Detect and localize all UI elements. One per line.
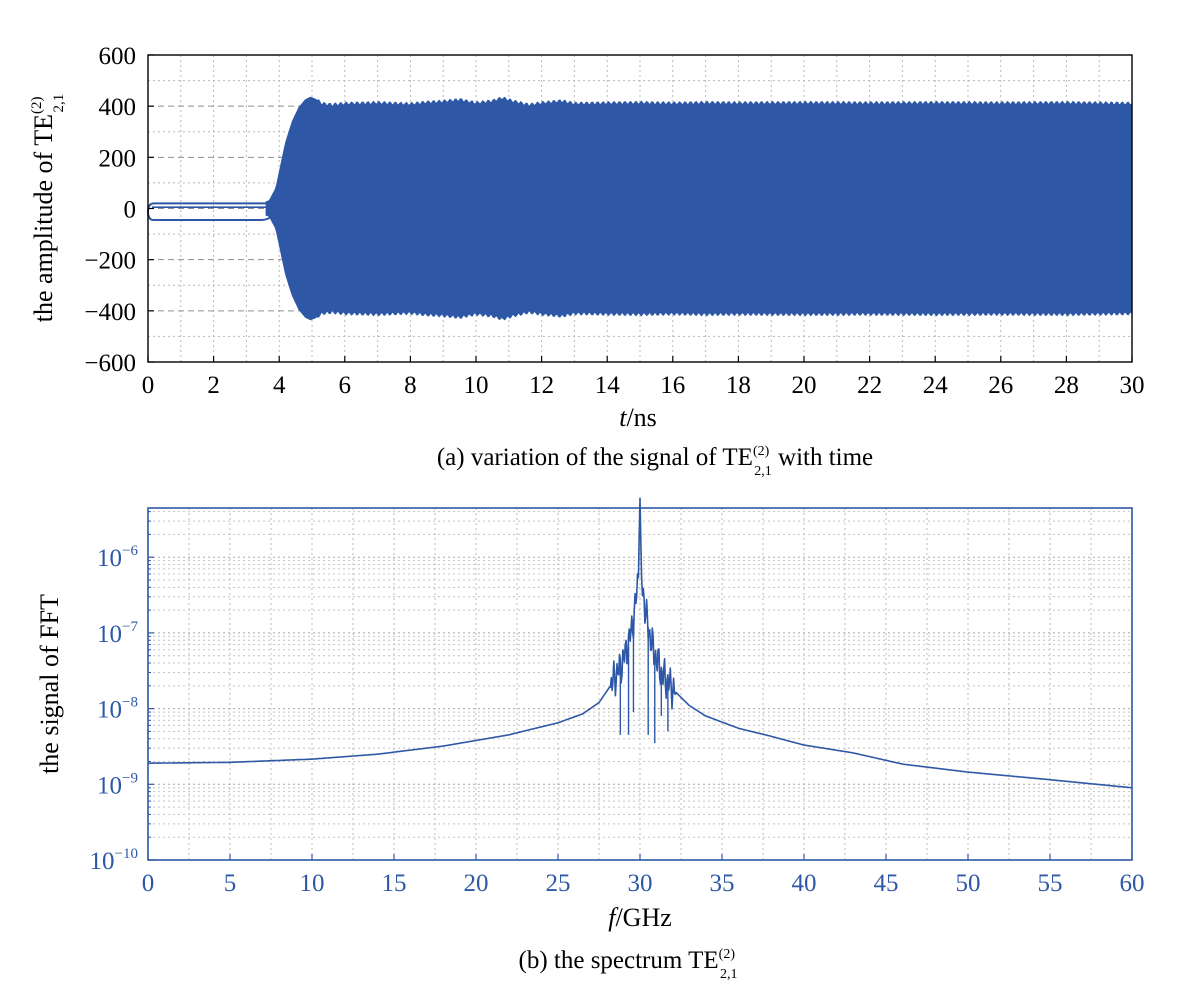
y-tick-exponent: −7 bbox=[122, 619, 138, 635]
grid-b bbox=[148, 508, 1132, 860]
y-tick-label-a: 600 bbox=[99, 43, 137, 70]
y-tick-label-b: 10−9 bbox=[97, 770, 138, 799]
caption-a: (a) variation of the signal of TE(2) 2,1 … bbox=[437, 444, 873, 479]
caption-a-post: with time bbox=[772, 444, 873, 471]
y-tick-label-b: 10−8 bbox=[97, 695, 138, 724]
x-tick-label-a: 24 bbox=[923, 372, 949, 399]
y-tick-label-a: 400 bbox=[99, 94, 137, 121]
y-tick-label-a: −200 bbox=[84, 248, 136, 275]
time-domain-panel: 0 2 4 6 8 10 12 14 16 18 20 22 24 26 28 306004002000−20… bbox=[29, 43, 1145, 479]
y-tick-base: 10 bbox=[90, 848, 115, 875]
x-tick-label-b: 40 bbox=[792, 870, 817, 897]
x-tick-label-a: 0 bbox=[142, 372, 155, 399]
x-tick-label-a: 20 bbox=[792, 372, 817, 399]
x-tick-label-a: 14 bbox=[595, 372, 621, 399]
caption-b-sub: 2,1 bbox=[720, 967, 738, 982]
x-tick-label-b: 10 bbox=[300, 870, 325, 897]
x-tick-label-b: 35 bbox=[710, 870, 735, 897]
x-tick-label-b: 60 bbox=[1120, 870, 1145, 897]
y-tick-label-b: 10−10 bbox=[90, 846, 138, 875]
y-tick-label-a: −400 bbox=[84, 299, 136, 326]
caption-a-pre: (a) variation of the signal of TE bbox=[437, 444, 753, 471]
fft-signal bbox=[148, 497, 1133, 789]
x-axis-label-b-unit: /GHz bbox=[615, 903, 671, 932]
x-tick-label-b: 5 bbox=[224, 870, 237, 897]
y-axis-label-a-sub: 2,1 bbox=[51, 94, 67, 113]
x-tick-label-b: 15 bbox=[382, 870, 407, 897]
y-tick-exponent: −10 bbox=[115, 846, 138, 862]
ticks-b: 0 5 10 15 20 25 30 35 40 45 50 55 6010−610−710−810−9… bbox=[90, 511, 1145, 897]
y-tick-label-a: 200 bbox=[99, 145, 137, 172]
x-tick-label-a: 8 bbox=[404, 372, 417, 399]
x-tick-label-a: 28 bbox=[1054, 372, 1079, 399]
amplitude-signal bbox=[146, 96, 1133, 321]
caption-a-sup: (2) bbox=[753, 444, 770, 459]
caption-a-sub: 2,1 bbox=[754, 464, 772, 479]
x-axis-label-a: t/ns bbox=[619, 403, 657, 432]
x-tick-label-b: 50 bbox=[956, 870, 981, 897]
x-tick-label-a: 12 bbox=[529, 372, 554, 399]
x-tick-label-a: 6 bbox=[339, 372, 352, 399]
amplitude-envelope bbox=[265, 96, 1133, 321]
x-tick-label-b: 20 bbox=[464, 870, 489, 897]
x-tick-label-a: 18 bbox=[726, 372, 751, 399]
y-tick-label-a: 0 bbox=[124, 197, 137, 224]
ticks-a: 0 2 4 6 8 10 12 14 16 18 20 22 24 26 28 306004002000−20… bbox=[84, 43, 1144, 399]
y-tick-label-a: −600 bbox=[84, 350, 136, 377]
x-axis-label-b: f/GHz bbox=[608, 903, 672, 932]
x-tick-label-b: 30 bbox=[628, 870, 653, 897]
y-tick-exponent: −8 bbox=[122, 695, 138, 711]
y-tick-base: 10 bbox=[97, 772, 122, 799]
y-tick-exponent: −6 bbox=[122, 543, 138, 559]
y-tick-label-b: 10−6 bbox=[97, 543, 138, 572]
y-axis-label-b: the signal of FFT bbox=[35, 594, 64, 774]
x-tick-label-a: 22 bbox=[857, 372, 882, 399]
x-axis-label-a-var: t bbox=[619, 403, 627, 432]
y-tick-exponent: −9 bbox=[122, 770, 138, 786]
y-axis-label-a-sup: (2) bbox=[29, 97, 45, 115]
y-tick-base: 10 bbox=[97, 545, 122, 572]
x-tick-label-a: 2 bbox=[207, 372, 220, 399]
fft-curve bbox=[148, 497, 1133, 789]
x-axis-label-b-var: f bbox=[608, 903, 619, 932]
y-tick-label-b: 10−7 bbox=[97, 619, 138, 648]
x-tick-label-a: 4 bbox=[273, 372, 286, 399]
y-tick-base: 10 bbox=[97, 697, 122, 724]
x-axis-label-a-unit: /ns bbox=[626, 403, 656, 432]
y-axis-label-a: the amplitude of TE(2) 2,1 bbox=[29, 94, 67, 322]
x-tick-label-b: 0 bbox=[142, 870, 155, 897]
x-tick-label-a: 10 bbox=[464, 372, 489, 399]
x-tick-label-b: 55 bbox=[1038, 870, 1063, 897]
startup-loop bbox=[146, 202, 275, 222]
y-axis-label-a-main: the amplitude of TE bbox=[29, 114, 58, 322]
spectrum-panel: 0 5 10 15 20 25 30 35 40 45 50 55 6010−610−710−810−9… bbox=[35, 497, 1145, 982]
x-tick-label-a: 26 bbox=[988, 372, 1013, 399]
caption-b-sup: (2) bbox=[719, 947, 736, 962]
x-tick-label-b: 45 bbox=[874, 870, 899, 897]
caption-b: (b) the spectrum TE(2) 2,1 bbox=[519, 947, 738, 982]
y-tick-base: 10 bbox=[97, 621, 122, 648]
x-tick-label-a: 30 bbox=[1120, 372, 1145, 399]
x-tick-label-b: 25 bbox=[546, 870, 571, 897]
x-tick-label-a: 16 bbox=[660, 372, 685, 399]
caption-b-pre: (b) the spectrum TE bbox=[519, 947, 719, 974]
